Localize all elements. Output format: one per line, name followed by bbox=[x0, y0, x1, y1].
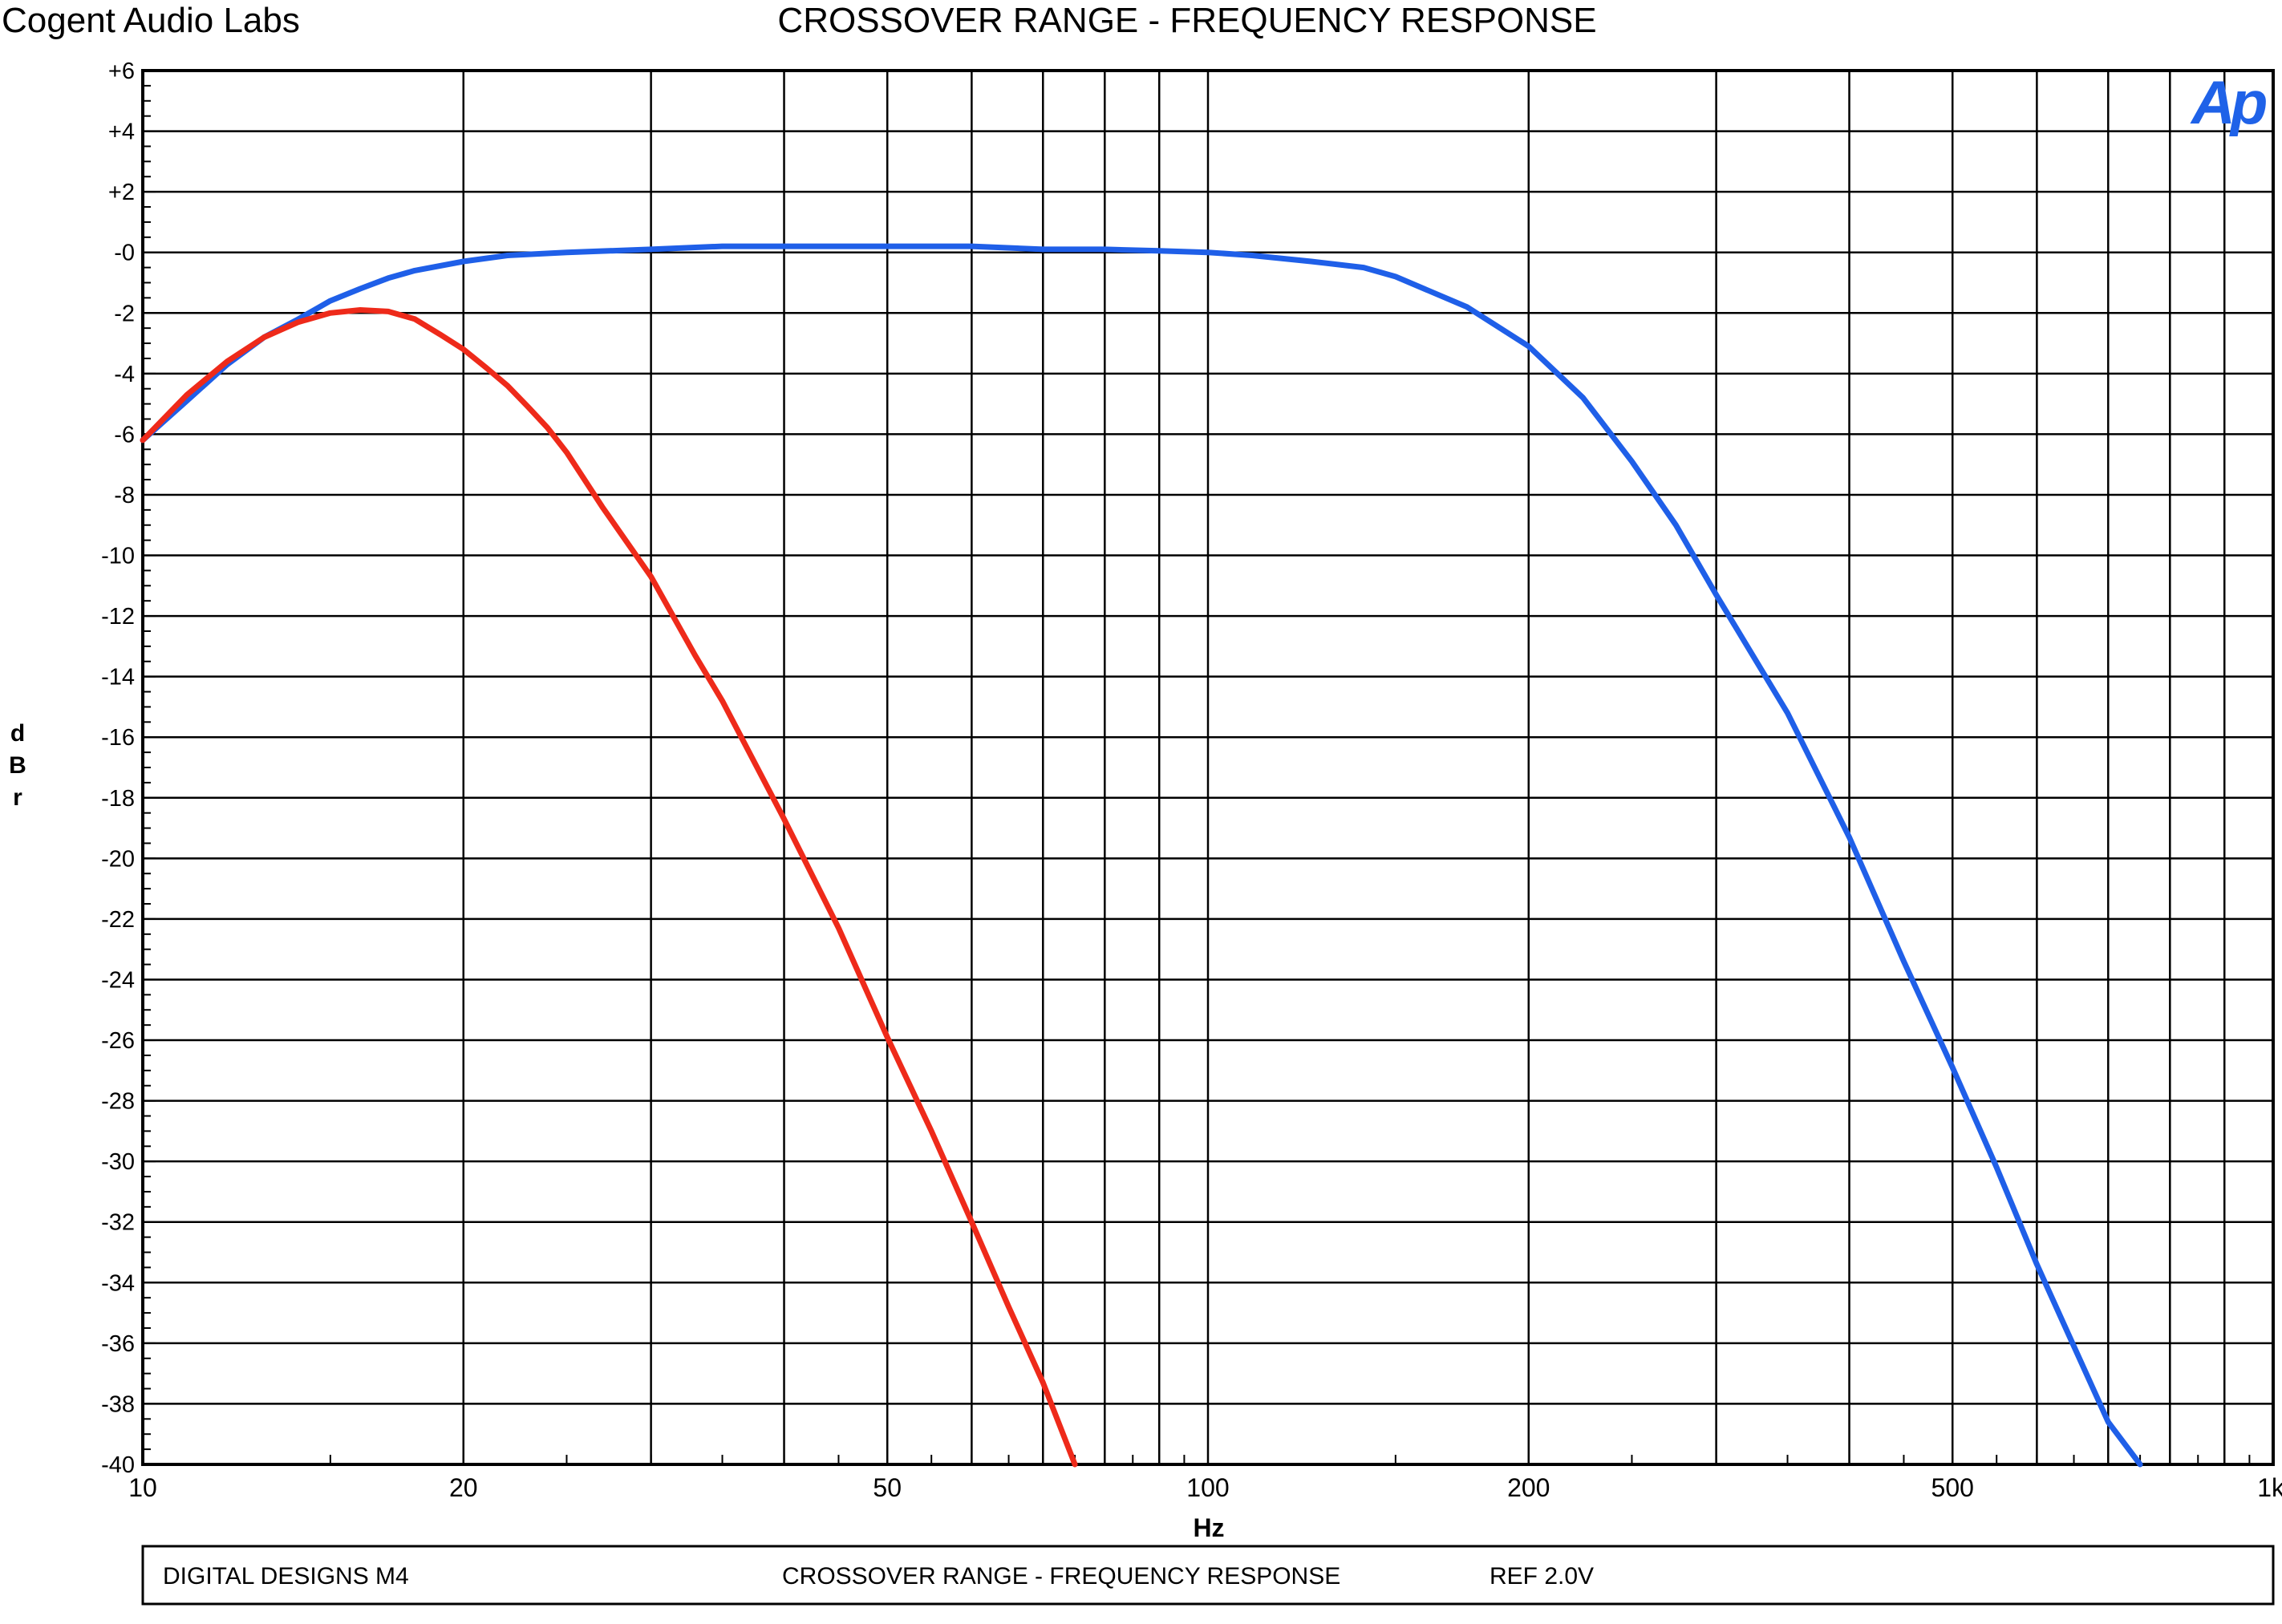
y-tick-label: +6 bbox=[108, 59, 135, 84]
y-tick-label: -28 bbox=[101, 1089, 135, 1115]
y-tick-label: -18 bbox=[101, 786, 135, 812]
grid bbox=[143, 71, 2273, 1464]
y-tick-label: -20 bbox=[101, 846, 135, 872]
series bbox=[140, 243, 2143, 1468]
y-tick-label: -16 bbox=[101, 725, 135, 751]
y-axis-label: dBr bbox=[9, 720, 26, 811]
audio-precision-logo: Ap bbox=[2190, 69, 2266, 137]
y-tick-label: +2 bbox=[108, 180, 135, 205]
company-name: Cogent Audio Labs bbox=[2, 1, 300, 40]
y-axis-label-char: B bbox=[9, 752, 26, 779]
y-tick-label: -38 bbox=[101, 1391, 135, 1417]
y-tick-label: -12 bbox=[101, 604, 135, 630]
x-tick-label: 200 bbox=[1507, 1473, 1550, 1502]
x-tick-label: 500 bbox=[1931, 1473, 1974, 1502]
chart-title: CROSSOVER RANGE - FREQUENCY RESPONSE bbox=[777, 1, 1596, 40]
y-tick-label: -22 bbox=[101, 907, 135, 933]
minor-ticks bbox=[143, 70, 2251, 1465]
y-tick-label: -34 bbox=[101, 1270, 135, 1296]
footer-box bbox=[141, 1545, 2275, 1606]
y-tick-label: -24 bbox=[101, 967, 135, 993]
x-tick-labels: 10 20 50 100 200 500 1k bbox=[128, 1473, 2282, 1502]
y-tick-label: -8 bbox=[114, 483, 135, 508]
x-tick-label: 50 bbox=[873, 1473, 902, 1502]
y-axis-label-char: r bbox=[13, 784, 22, 811]
x-axis-label: Hz bbox=[1193, 1513, 1224, 1542]
plot-frame bbox=[141, 69, 2275, 1466]
y-tick-label: -40 bbox=[101, 1452, 135, 1478]
y-tick-label: -30 bbox=[101, 1149, 135, 1175]
y-tick-label: -36 bbox=[101, 1331, 135, 1357]
y-tick-labels: +6 +4 +2 -0 -2 -4 -6 -8 -10 -12 -14 -16 -18 -20 -22 -24… bbox=[101, 59, 135, 1478]
y-axis-label-char: d bbox=[10, 720, 25, 747]
footer-device-name: DIGITAL DESIGNS M4 bbox=[163, 1563, 409, 1590]
x-tick-label: 1k bbox=[2257, 1473, 2282, 1502]
x-tick-label: 20 bbox=[449, 1473, 478, 1502]
series-line-2 bbox=[140, 307, 1078, 1468]
y-tick-label: -4 bbox=[114, 362, 135, 387]
series-line-1 bbox=[140, 243, 2143, 1468]
y-tick-label: -32 bbox=[101, 1210, 135, 1236]
x-tick-label: 100 bbox=[1186, 1473, 1229, 1502]
y-tick-label: -2 bbox=[114, 301, 135, 326]
footer-title: CROSSOVER RANGE - FREQUENCY RESPONSE bbox=[782, 1563, 1340, 1590]
y-tick-label: -0 bbox=[114, 241, 135, 266]
x-tick-label: 10 bbox=[128, 1473, 157, 1502]
y-tick-label: +4 bbox=[108, 119, 135, 145]
y-tick-label: -26 bbox=[101, 1028, 135, 1054]
y-tick-label: -10 bbox=[101, 544, 135, 569]
footer-reference: REF 2.0V bbox=[1490, 1563, 1594, 1590]
y-tick-label: -6 bbox=[114, 422, 135, 448]
y-tick-label: -14 bbox=[101, 665, 135, 691]
